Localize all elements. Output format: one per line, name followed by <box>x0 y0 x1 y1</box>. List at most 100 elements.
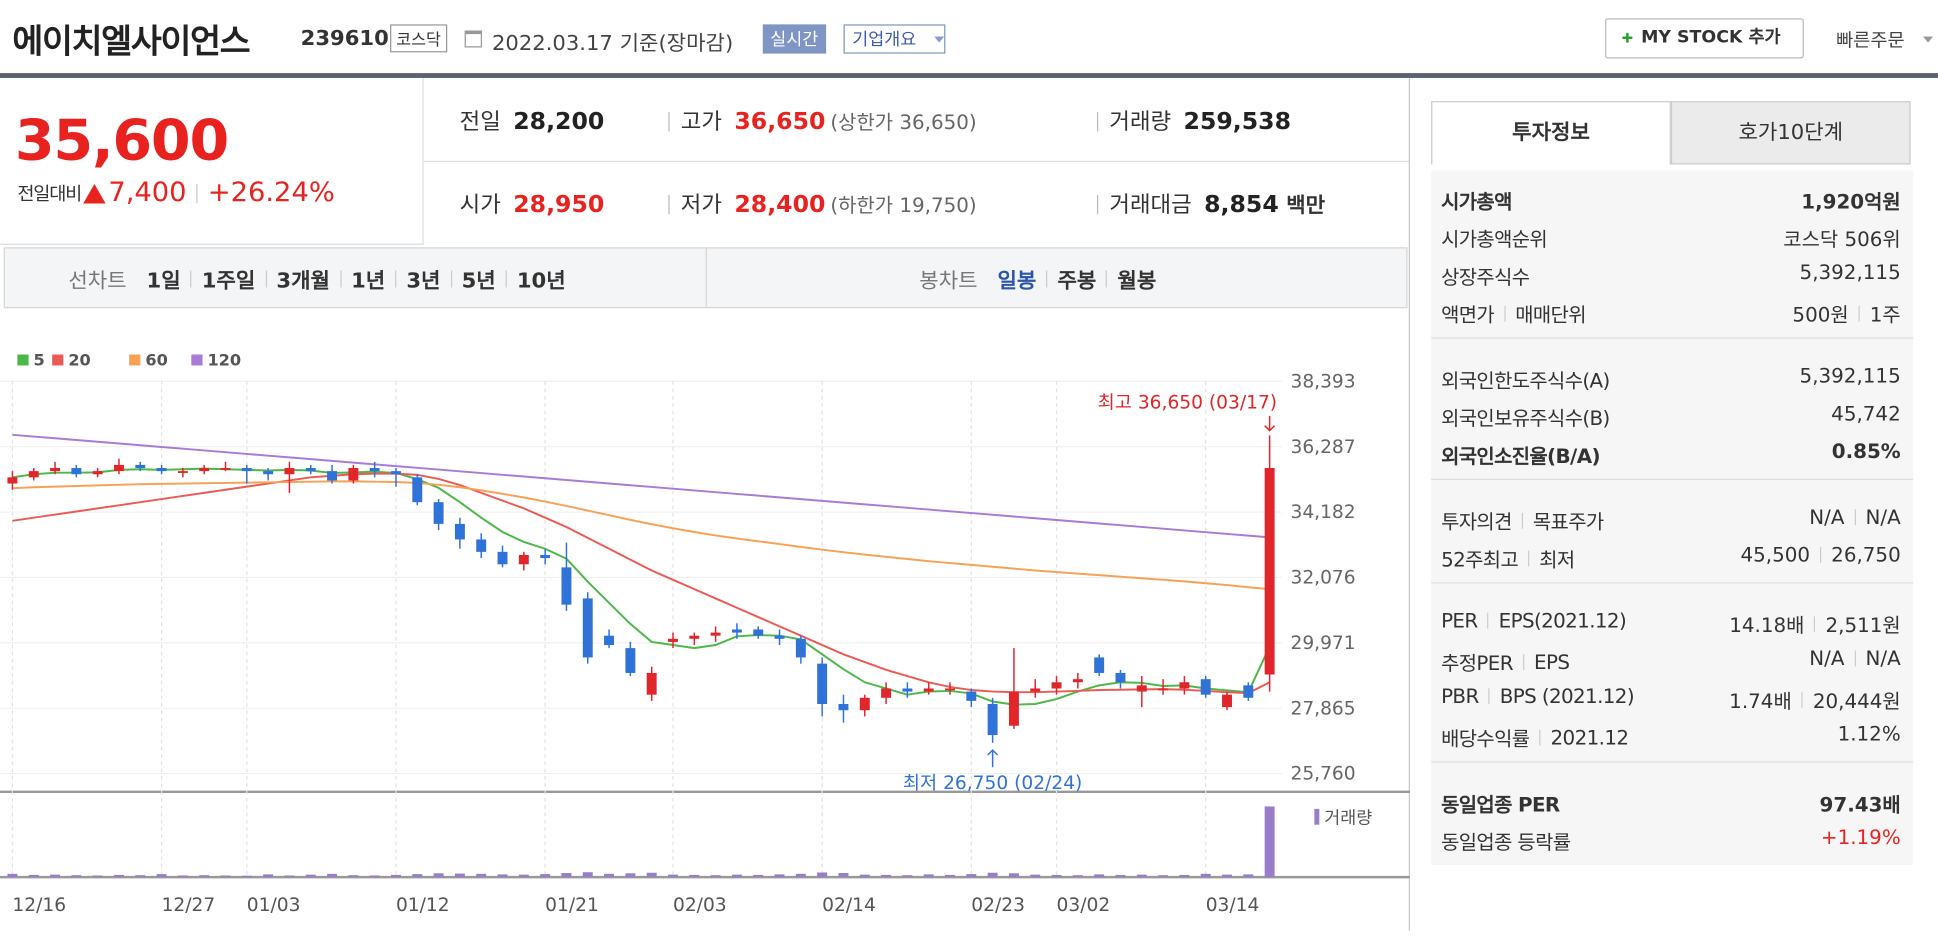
info-label-part: PBR <box>1441 684 1479 708</box>
separator <box>450 269 452 287</box>
info-label: PBR BPS (2021.12) <box>1441 684 1635 708</box>
candle-body <box>177 471 188 473</box>
x-tick-label: 02/03 <box>673 895 727 916</box>
volume-bar <box>305 874 316 878</box>
invest-tab[interactable]: 투자정보 <box>1431 101 1671 165</box>
candle-body <box>1008 691 1019 726</box>
section-divider <box>1431 761 1914 763</box>
y-tick-label: 27,865 <box>1290 698 1355 719</box>
line-tab[interactable]: 5년 <box>461 269 496 294</box>
invest-tab[interactable]: 호가10단계 <box>1670 101 1911 165</box>
line-tab[interactable]: 1주일 <box>201 269 256 294</box>
info-label-part: 외국인소진율(B/A) <box>1441 444 1600 468</box>
quote-separator <box>1096 194 1099 215</box>
legend-swatch <box>17 354 29 366</box>
info-value: 1.12% <box>1528 722 1901 745</box>
quick-order[interactable]: 빠른주문 <box>1836 29 1905 52</box>
info-value: 500원 1주 <box>1528 298 1900 327</box>
separator <box>1487 612 1489 629</box>
info-label-part: 외국인한도주식수(A) <box>1441 369 1610 393</box>
volume-bar <box>199 875 210 878</box>
volume-bar <box>412 874 423 878</box>
mystock-button[interactable]: MY STOCK 추가 <box>1605 18 1804 59</box>
volume-bar <box>1008 873 1019 878</box>
mystock-text: MY STOCK 추가 <box>1641 28 1781 48</box>
legend-label: 120 <box>207 351 241 370</box>
volume-bar <box>1072 875 1083 878</box>
candle-body <box>1264 468 1275 675</box>
volume-bar <box>327 873 338 878</box>
top-rule <box>0 73 1938 78</box>
quote-value: 259,538 <box>1183 108 1292 136</box>
volume-bar <box>497 874 508 878</box>
volume-legend-swatch <box>1314 808 1320 825</box>
y-tick-label: 32,076 <box>1290 568 1355 589</box>
x-tick-label: 03/14 <box>1206 895 1260 916</box>
candle-body <box>476 539 487 552</box>
quote-separator <box>668 194 670 215</box>
volume-bar <box>668 874 678 878</box>
info-value-part: N/A <box>1865 505 1901 529</box>
info-label-part: 목표주가 <box>1532 510 1604 534</box>
panel-divider <box>1408 77 1411 931</box>
candle-body <box>113 464 124 472</box>
volume-bar <box>561 873 572 878</box>
realtime-badge[interactable]: 실시간 <box>762 24 826 54</box>
info-label-part: 액면가 <box>1441 303 1495 327</box>
invest-bg <box>1431 170 1914 865</box>
dropdown-arrow <box>934 36 945 43</box>
info-value-part: N/A <box>1809 646 1845 671</box>
y-tick-label: 38,393 <box>1290 372 1355 393</box>
overview-dropdown[interactable]: 기업개요 <box>843 24 945 54</box>
up-triangle <box>83 183 106 203</box>
candle-body <box>28 471 39 478</box>
candle-body <box>305 468 316 472</box>
volume-bar <box>1179 874 1190 878</box>
volume-bar <box>753 874 764 878</box>
candle-tab[interactable]: 일봉 <box>997 269 1037 294</box>
separator <box>1488 688 1490 705</box>
volume-bar <box>582 872 593 878</box>
legend-label: 20 <box>68 351 90 370</box>
annotation-arrowhead <box>1264 425 1276 432</box>
candle-body <box>582 598 593 658</box>
separator <box>1801 691 1803 708</box>
line-tab[interactable]: 3년 <box>406 269 441 294</box>
price-box <box>0 77 424 245</box>
info-value-part: 500원 <box>1792 303 1849 327</box>
info-label-part: BPS (2021.12) <box>1499 684 1635 708</box>
info-value-part: 14.18배 <box>1729 613 1805 638</box>
candle-body <box>817 663 828 705</box>
separator <box>1858 305 1860 321</box>
info-label-part: 동일업종 등락률 <box>1441 830 1571 854</box>
candle-body <box>731 629 742 633</box>
candle-body <box>668 638 678 642</box>
quote-value: 28,200 <box>513 108 605 136</box>
candle-tab[interactable]: 주봉 <box>1057 269 1097 294</box>
line-tabs: 선차트 1일 1주일 3개월 1년 3년 5년 10년 <box>68 263 565 293</box>
candle-body <box>1136 685 1147 692</box>
volume-bar <box>817 872 828 878</box>
info-label: 투자의견 목표주가 <box>1441 506 1604 535</box>
candle-tab[interactable]: 월봉 <box>1117 269 1157 294</box>
line-tab[interactable]: 3개월 <box>276 269 330 294</box>
volume-bar <box>454 873 465 878</box>
y-tick-label: 29,971 <box>1290 633 1355 654</box>
info-label: 동일업종 PER <box>1441 788 1560 817</box>
line-tab[interactable]: 1년 <box>351 269 386 294</box>
volume-bar <box>646 872 657 878</box>
info-label: PER EPS(2021.12) <box>1441 609 1627 632</box>
candle-body <box>497 551 508 565</box>
volume-bar <box>923 874 934 878</box>
candle-tabs: 봉차트 일봉 주봉 월봉 <box>919 263 1156 293</box>
info-value: 45,500 26,750 <box>1528 543 1901 566</box>
candle-body <box>902 688 913 692</box>
volume-bar <box>220 875 231 878</box>
line-tab[interactable]: 10년 <box>516 269 566 294</box>
separator <box>190 269 192 287</box>
x-tick-label: 01/21 <box>545 895 599 916</box>
line-tab[interactable]: 1일 <box>146 269 181 294</box>
candle-body <box>348 468 359 481</box>
candle-body <box>945 688 955 691</box>
volume-bar <box>7 873 18 878</box>
